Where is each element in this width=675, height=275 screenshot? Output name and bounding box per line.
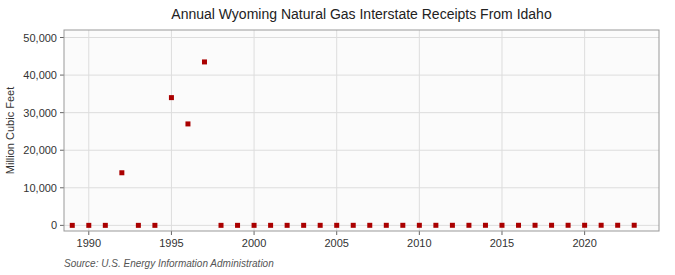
x-grid-line — [336, 30, 337, 231]
y-grid-line — [64, 112, 659, 113]
data-point — [599, 223, 604, 228]
y-tick-label: 0 — [51, 219, 57, 231]
points — [70, 59, 637, 227]
data-point — [119, 170, 124, 175]
chart-title: Annual Wyoming Natural Gas Interstate Re… — [171, 6, 552, 22]
y-axis-label: Million Cubic Feet — [4, 87, 16, 174]
data-point — [252, 223, 257, 228]
grid — [64, 30, 659, 231]
data-point — [549, 223, 554, 228]
data-point — [433, 223, 438, 228]
y-grid-line — [64, 150, 659, 151]
x-tick — [336, 231, 337, 235]
plot-frame — [64, 30, 659, 231]
data-point — [86, 223, 91, 228]
y-tick — [60, 37, 64, 38]
x-tick-label: 2010 — [407, 237, 431, 249]
y-tick-label: 20,000 — [23, 144, 57, 156]
x-tick — [88, 231, 89, 235]
x-tick-label: 1995 — [159, 237, 183, 249]
x-tick — [171, 231, 172, 235]
data-point — [632, 223, 637, 228]
x-tick — [584, 231, 585, 235]
y-tick — [60, 225, 64, 226]
y-tick-label: 40,000 — [23, 69, 57, 81]
x-grid-line — [254, 30, 255, 231]
data-point — [615, 223, 620, 228]
data-point — [384, 223, 389, 228]
data-point — [499, 223, 504, 228]
y-tick-label: 10,000 — [23, 182, 57, 194]
data-point — [466, 223, 471, 228]
data-point — [169, 95, 174, 100]
data-point — [235, 223, 240, 228]
x-tick — [419, 231, 420, 235]
y-grid-line — [64, 75, 659, 76]
chart-svg: 0 10,000 20,000 30,000 40,000 50,000 1990 1995 2… — [0, 0, 675, 275]
data-point — [136, 223, 141, 228]
y-tick — [60, 187, 64, 188]
data-point — [417, 223, 422, 228]
y-tick — [60, 150, 64, 151]
x-tick — [501, 231, 502, 235]
data-point — [185, 121, 190, 126]
y-grid-line — [64, 187, 659, 188]
data-point — [70, 223, 75, 228]
x-tick-label: 2020 — [572, 237, 596, 249]
axes: 0 10,000 20,000 30,000 40,000 50,000 1990 1995 2… — [23, 30, 659, 249]
x-tick-label: 1990 — [77, 237, 101, 249]
data-point — [268, 223, 273, 228]
data-point — [351, 223, 356, 228]
data-point — [566, 223, 571, 228]
data-point — [483, 223, 488, 228]
data-point — [285, 223, 290, 228]
y-tick — [60, 75, 64, 76]
data-point — [400, 223, 405, 228]
y-tick-label: 50,000 — [23, 32, 57, 44]
chart-container: 0 10,000 20,000 30,000 40,000 50,000 1990 1995 2… — [0, 0, 675, 275]
data-point — [301, 223, 306, 228]
data-point — [202, 59, 207, 64]
plot-area — [64, 30, 659, 231]
x-grid-line — [171, 30, 172, 231]
x-tick — [254, 231, 255, 235]
data-point — [533, 223, 538, 228]
x-grid-line — [88, 30, 89, 231]
y-tick — [60, 112, 64, 113]
x-tick-label: 2000 — [242, 237, 266, 249]
data-point — [334, 223, 339, 228]
x-grid-line — [501, 30, 502, 231]
data-point — [582, 223, 587, 228]
x-grid-line — [419, 30, 420, 231]
source-note: Source: U.S. Energy Information Administ… — [64, 258, 274, 269]
data-point — [516, 223, 521, 228]
data-point — [103, 223, 108, 228]
y-tick-label: 30,000 — [23, 107, 57, 119]
x-grid-line — [584, 30, 585, 231]
data-point — [219, 223, 224, 228]
y-grid-line — [64, 37, 659, 38]
x-tick-label: 2015 — [490, 237, 514, 249]
x-tick-label: 2005 — [324, 237, 348, 249]
data-point — [450, 223, 455, 228]
data-point — [152, 223, 157, 228]
data-point — [367, 223, 372, 228]
data-point — [318, 223, 323, 228]
